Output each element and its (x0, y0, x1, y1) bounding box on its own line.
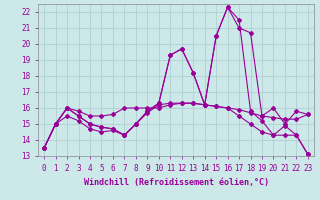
X-axis label: Windchill (Refroidissement éolien,°C): Windchill (Refroidissement éolien,°C) (84, 178, 268, 187)
